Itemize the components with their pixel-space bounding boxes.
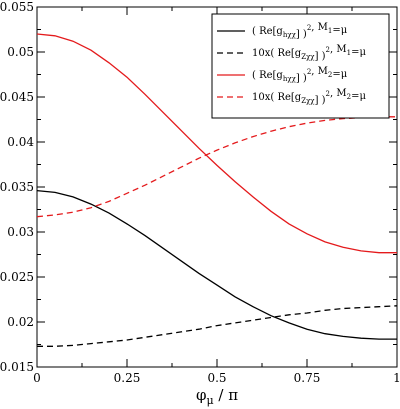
y-tick-label: 0.03: [7, 225, 34, 239]
x-axis-title: φμ / π: [196, 386, 238, 407]
y-tick-label: 0.02: [7, 315, 34, 329]
series-line-1: [37, 305, 398, 347]
series-line-2: [36, 33, 397, 254]
y-tick-label: 0.04: [7, 135, 34, 149]
legend-label-0: ( Re[ghχχ] )2, M1=μ: [252, 22, 348, 40]
series-line-3: [36, 116, 397, 218]
x-tick-label: 0.25: [114, 371, 141, 385]
y-tick-label: 0.025: [0, 270, 34, 284]
y-tick-label: 0.055: [0, 0, 34, 14]
legend: ( Re[ghχχ] )2, M1=μ 10x( Re[gZχχ] )2, M1=…: [211, 13, 390, 119]
legend-label-1: 10x( Re[gZχχ] )2, M1=μ: [252, 44, 366, 62]
y-tick-label: 0.015: [0, 360, 34, 374]
y-tick-label: 0.05: [7, 45, 34, 59]
x-tick-label: 0.5: [207, 371, 226, 385]
series-line-0: [36, 189, 397, 340]
legend-label-3: 10x( Re[gZχχ] )2, M2=μ: [252, 88, 366, 106]
x-tick-label: 0: [33, 371, 41, 385]
y-tick-label: 0.045: [0, 90, 34, 104]
y-tick-label: 0.035: [0, 180, 34, 194]
ticks-layer: 0 0.25 0.5 0.75 1 0.015 0.02 0.025 0.03 0.035 0.04…: [0, 0, 400, 385]
series-layer: [36, 33, 398, 347]
x-tick-label: 0.75: [294, 371, 321, 385]
legend-label-2: ( Re[ghχχ] )2, M2=μ: [252, 66, 348, 84]
x-tick-label: 1: [393, 371, 400, 385]
